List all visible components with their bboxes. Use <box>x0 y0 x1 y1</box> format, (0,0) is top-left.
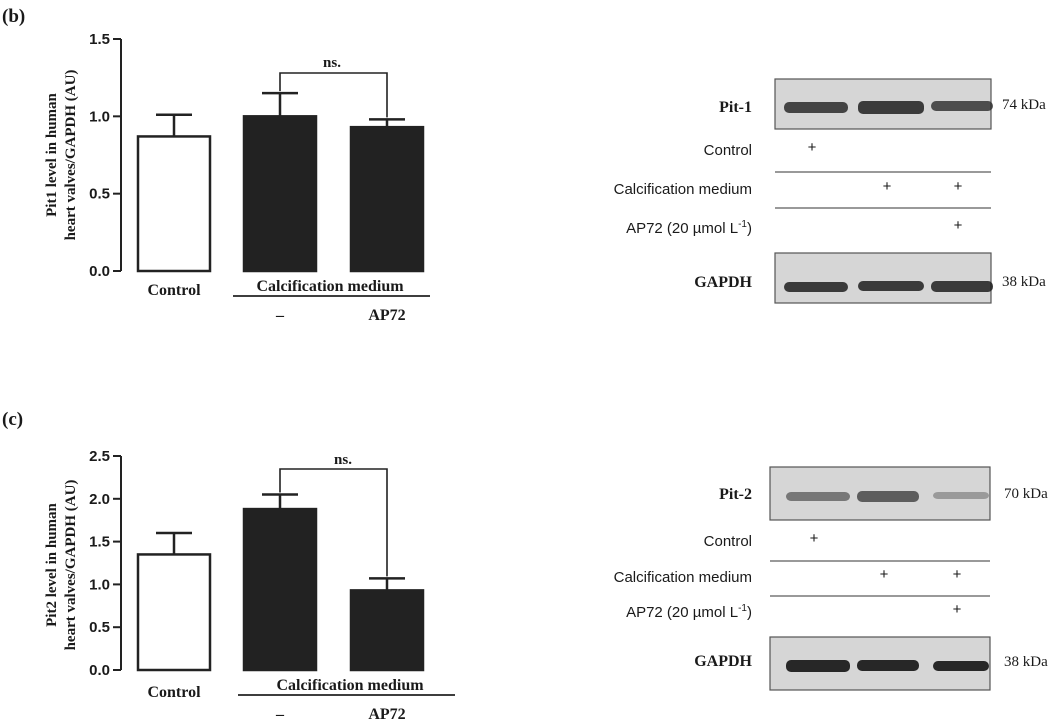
bar-ap72 <box>349 125 425 273</box>
condition-row-label: Calcification medium <box>614 181 752 198</box>
loading-label: GAPDH <box>694 274 752 291</box>
y-axis-label-line: heart valves/GAPDH (AU) <box>63 480 79 651</box>
condition-text: Control <box>704 142 752 159</box>
category-label: AP72 <box>368 307 405 324</box>
condition-row-label: Calcification medium <box>614 569 752 586</box>
group-label: Calcification medium <box>256 278 404 295</box>
condition-text: AP72 (20 µmol L <box>626 220 738 237</box>
protein-kda-label: 74 kDa <box>1002 97 1046 113</box>
condition-suffix: ) <box>747 604 752 621</box>
y-tick-label: 1.0 <box>89 576 110 593</box>
condition-superscript: -1 <box>738 603 747 614</box>
blot-b: Pit-1 74 kDa Control + Calcification medium +… <box>614 78 1046 304</box>
bar-calcification <box>242 507 318 672</box>
panel-b: (b) 0.0 0.5 1.0 1.5 Pit1 level in human heart… <box>2 6 1046 324</box>
y-tick-label: 0.0 <box>89 263 110 280</box>
panel-c: (c) 0.0 0.5 1.0 1.5 2.0 2.5 Pit2 level in huma… <box>2 409 1048 721</box>
protein-kda-label: 70 kDa <box>1004 486 1048 502</box>
panel-b-label: (b) <box>2 6 25 27</box>
lane-plus-mark: + <box>954 217 963 234</box>
y-axis-label-line: heart valves/GAPDH (AU) <box>63 70 79 241</box>
lane-plus-mark: + <box>808 139 817 156</box>
loading-band <box>931 281 993 292</box>
category-label: Control <box>147 282 201 299</box>
lane-plus-mark: + <box>954 178 963 195</box>
loading-band <box>784 282 848 292</box>
category-label: Control <box>147 684 201 701</box>
y-tick-label: 2.0 <box>89 491 110 508</box>
y-tick-label: 0.0 <box>89 662 110 679</box>
blot-membrane-loading <box>774 252 992 304</box>
bar-ap72 <box>349 589 425 672</box>
significance-label: ns. <box>334 452 352 468</box>
protein-band <box>933 492 989 499</box>
condition-text: Calcification medium <box>614 181 752 198</box>
protein-label: Pit-2 <box>719 486 752 503</box>
loading-band <box>933 661 989 671</box>
significance-bracket <box>279 72 388 118</box>
y-tick-label: 1.5 <box>89 31 110 48</box>
loading-label: GAPDH <box>694 653 752 670</box>
y-tick-label: 2.5 <box>89 448 110 465</box>
condition-text: Calcification medium <box>614 569 752 586</box>
condition-text: AP72 (20 µmol L <box>626 604 738 621</box>
lane-plus-mark: + <box>883 178 892 195</box>
condition-suffix: ) <box>747 220 752 237</box>
loading-band <box>786 660 850 672</box>
condition-superscript: -1 <box>738 219 747 230</box>
bar-control <box>136 135 212 273</box>
y-tick-label: 1.5 <box>89 534 110 551</box>
lane-plus-mark: + <box>953 601 962 618</box>
loading-band <box>857 660 919 671</box>
y-tick-label: 1.0 <box>89 108 110 125</box>
y-axis-label-line: Pit1 level in human <box>44 92 60 216</box>
condition-row-label: AP72 (20 µmol L-1) <box>626 603 752 621</box>
lane-plus-mark: + <box>880 566 889 583</box>
blot-c: Pit-2 70 kDa Control + Calcification medium +… <box>614 466 1048 691</box>
category-label: – <box>275 706 285 721</box>
significance-bracket <box>279 468 388 577</box>
condition-row-label: Control <box>704 142 752 159</box>
panel-c-label: (c) <box>2 409 23 430</box>
protein-band <box>858 101 924 114</box>
y-tick-label: 0.5 <box>89 619 110 636</box>
protein-band <box>931 101 993 111</box>
chart-b: 0.0 0.5 1.0 1.5 Pit1 level in human heart val… <box>44 31 430 324</box>
bar-calcification <box>242 115 318 273</box>
chart-c: 0.0 0.5 1.0 1.5 2.0 2.5 Pit2 level in human hea… <box>44 448 455 721</box>
y-axis-label-line: Pit2 level in human <box>44 502 60 626</box>
lane-plus-mark: + <box>810 530 819 547</box>
condition-row-label: AP72 (20 µmol L-1) <box>626 219 752 237</box>
bar-control <box>136 553 212 672</box>
loading-band <box>858 281 924 291</box>
category-label: – <box>275 307 285 324</box>
protein-band <box>784 102 848 113</box>
protein-band <box>786 492 850 501</box>
loading-kda-label: 38 kDa <box>1002 274 1046 290</box>
y-tick-label: 0.5 <box>89 186 110 203</box>
group-label: Calcification medium <box>276 677 424 694</box>
loading-kda-label: 38 kDa <box>1004 654 1048 670</box>
protein-band <box>857 491 919 502</box>
protein-label: Pit-1 <box>719 99 752 116</box>
category-label: AP72 <box>368 706 405 721</box>
lane-plus-mark: + <box>953 566 962 583</box>
condition-row-label: Control <box>704 533 752 550</box>
significance-label: ns. <box>323 55 341 71</box>
condition-text: Control <box>704 533 752 550</box>
